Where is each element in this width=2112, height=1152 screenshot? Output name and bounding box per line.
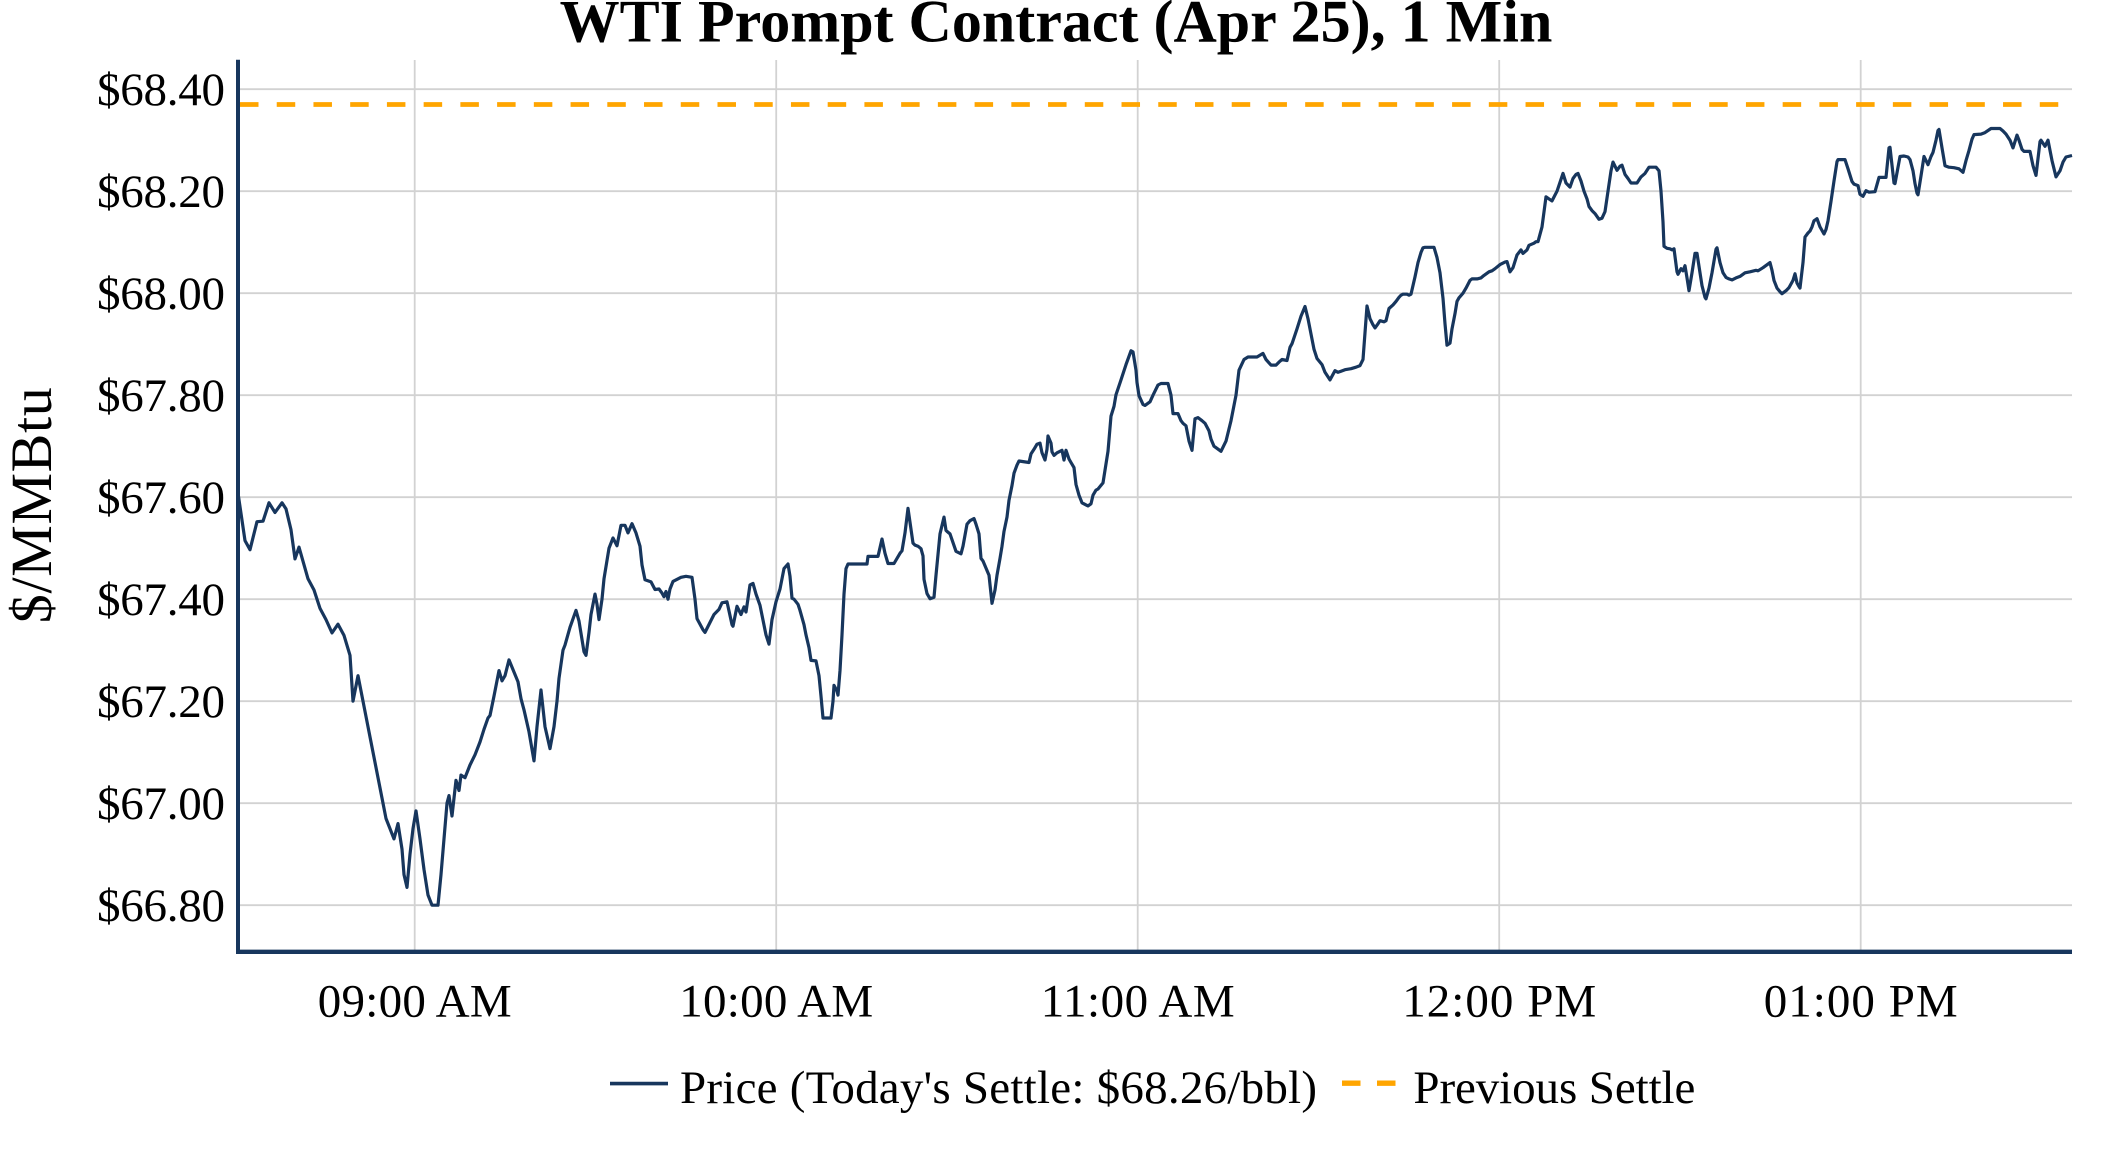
svg-text:$67.60: $67.60	[97, 472, 225, 524]
svg-text:$67.00: $67.00	[97, 778, 225, 830]
svg-text:$67.20: $67.20	[97, 676, 225, 728]
svg-text:Previous Settle: Previous Settle	[1413, 1062, 1695, 1114]
svg-text:$68.40: $68.40	[97, 64, 225, 116]
svg-text:11:00 AM: 11:00 AM	[1041, 976, 1235, 1028]
svg-text:$66.80: $66.80	[97, 880, 225, 932]
svg-text:$68.00: $68.00	[97, 268, 225, 320]
svg-text:$67.80: $67.80	[97, 370, 225, 422]
svg-text:$67.40: $67.40	[97, 574, 225, 626]
svg-text:10:00 AM: 10:00 AM	[679, 976, 873, 1028]
svg-text:12:00 PM: 12:00 PM	[1402, 976, 1596, 1028]
svg-text:Price (Today's Settle: $68.26/: Price (Today's Settle: $68.26/bbl)	[680, 1062, 1317, 1114]
svg-text:01:00 PM: 01:00 PM	[1764, 976, 1958, 1028]
svg-text:$68.20: $68.20	[97, 166, 225, 218]
svg-text:09:00 AM: 09:00 AM	[318, 976, 512, 1028]
svg-text:WTI Prompt Contract (Apr 25),: WTI Prompt Contract (Apr 25), 1 Min	[560, 0, 1553, 54]
svg-text:$/MMBtu: $/MMBtu	[0, 387, 64, 623]
